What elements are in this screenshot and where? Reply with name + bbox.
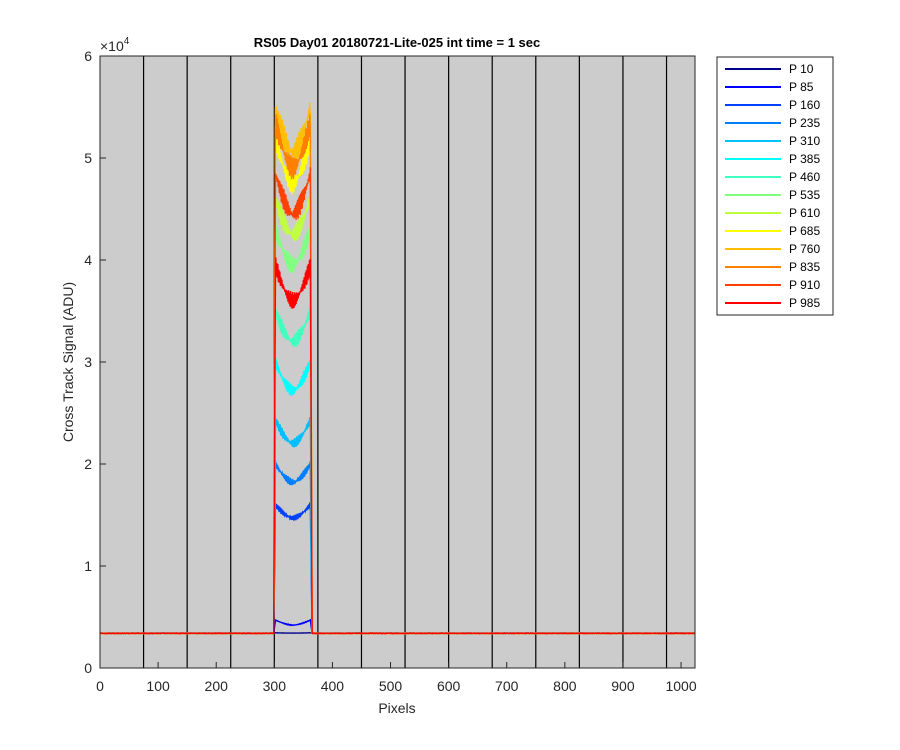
y-tick-label-2: 2	[84, 456, 92, 472]
legend-label-2: P 160	[789, 98, 820, 112]
x-tick-label-5: 500	[379, 678, 403, 694]
legend-box	[716, 56, 834, 316]
legend-label-4: P 310	[789, 134, 820, 148]
legend-label-1: P 85	[789, 80, 814, 94]
legend-label-9: P 685	[789, 224, 820, 238]
series-line-p-985	[99, 257, 696, 635]
y-tick-label-6: 6	[84, 48, 92, 64]
legend-label-7: P 535	[789, 188, 820, 202]
x-tick-label-2: 200	[205, 678, 229, 694]
y-axis-exponent: ×104	[100, 36, 130, 54]
y-exponent-base: ×10	[100, 38, 124, 54]
y-axis-label: Cross Track Signal (ADU)	[60, 282, 76, 442]
y-tick-label-4: 4	[84, 252, 92, 268]
vertical-separator-lines	[142, 56, 668, 668]
x-tick-label-7: 700	[495, 678, 519, 694]
x-axis-ticks: 0 100 200 300 400 500 600 700 800 900 1000	[96, 662, 697, 694]
y-tick-label-3: 3	[84, 354, 92, 370]
y-tick-label-0: 0	[84, 660, 92, 676]
plot-area	[100, 56, 695, 668]
legend-label-11: P 835	[789, 260, 820, 274]
legend-label-6: P 460	[789, 170, 820, 184]
legend-label-3: P 235	[789, 116, 820, 130]
x-tick-label-1: 100	[146, 678, 170, 694]
legend-label-5: P 385	[789, 152, 820, 166]
x-tick-label-8: 800	[553, 678, 577, 694]
y-exponent-power: 4	[124, 36, 130, 47]
x-tick-label-6: 600	[437, 678, 461, 694]
y-tick-label-1: 1	[84, 558, 92, 574]
legend: P 10 P 85 P 160 P 235 P 310 P 385 P 460 P 535 P …	[716, 56, 834, 316]
legend-label-8: P 610	[789, 206, 820, 220]
x-tick-label-4: 400	[321, 678, 345, 694]
legend-label-13: P 985	[789, 296, 820, 310]
series-lines	[99, 102, 696, 635]
x-tick-label-9: 900	[611, 678, 635, 694]
x-tick-label-10: 1000	[665, 678, 696, 694]
chart-title: RS05 Day01 20180721-Lite-025 int time = …	[254, 35, 541, 50]
y-axis-ticks: 0 1 2 3 4 5 6	[84, 48, 106, 676]
legend-label-0: P 10	[789, 62, 814, 76]
x-axis-label: Pixels	[378, 700, 415, 716]
legend-label-10: P 760	[789, 242, 820, 256]
x-tick-label-0: 0	[96, 678, 104, 694]
y-tick-label-5: 5	[84, 150, 92, 166]
legend-label-12: P 910	[789, 278, 820, 292]
x-tick-label-3: 300	[263, 678, 287, 694]
